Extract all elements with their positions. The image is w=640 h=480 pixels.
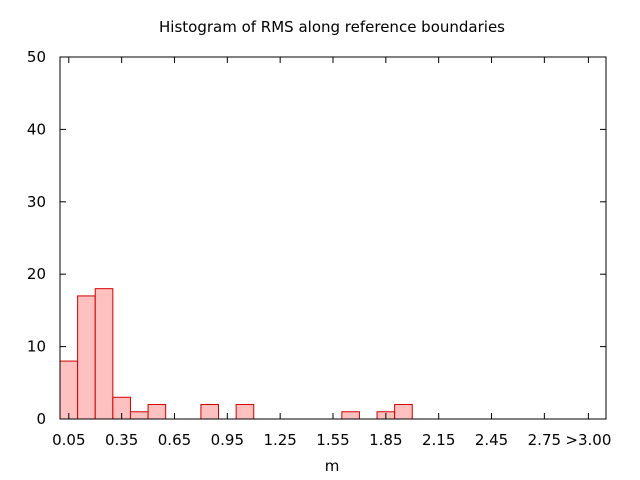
y-tick-label: 40 — [27, 120, 46, 138]
x-axis-label: m — [325, 457, 340, 475]
histogram-bar-5 — [147, 404, 167, 420]
x-tick-label: 0.65 — [158, 431, 191, 449]
histogram-bar-8 — [341, 411, 360, 420]
plot-frame — [59, 56, 607, 420]
x-tick-label: 2.75 — [528, 431, 561, 449]
histogram-bar-7 — [235, 404, 255, 420]
histogram-bar-6 — [200, 404, 220, 420]
bars-group — [59, 288, 413, 420]
y-tick-label: 0 — [36, 410, 46, 428]
x-tick-label: 0.05 — [52, 431, 85, 449]
histogram-bar-1 — [77, 295, 96, 420]
x-tick-label: 1.55 — [316, 431, 349, 449]
x-axis: 0.05 0.35 0.65 0.95 1.25 1.55 1.85 2.15 2.45 2.75… — [52, 57, 611, 449]
x-tick-label: 0.35 — [105, 431, 138, 449]
chart-title: Histogram of RMS along reference boundar… — [159, 18, 505, 36]
y-tick-label: 20 — [27, 265, 46, 283]
histogram-bar-4 — [129, 411, 149, 420]
y-axis: 0 10 20 30 40 50 — [27, 48, 606, 428]
x-tick-label: 2.45 — [475, 431, 508, 449]
x-tick-label: 2.15 — [422, 431, 455, 449]
y-tick-label: 10 — [27, 338, 46, 356]
x-tick-label: 1.25 — [263, 431, 296, 449]
x-tick-label: >3.00 — [565, 431, 611, 449]
y-tick-label: 50 — [27, 48, 46, 66]
histogram-bar-10 — [394, 404, 413, 420]
x-tick-label: 0.95 — [211, 431, 244, 449]
x-tick-label: 1.85 — [369, 431, 402, 449]
histogram-bar-0 — [59, 360, 79, 420]
y-tick-label: 30 — [27, 193, 46, 211]
histogram-bar-2 — [94, 288, 114, 420]
